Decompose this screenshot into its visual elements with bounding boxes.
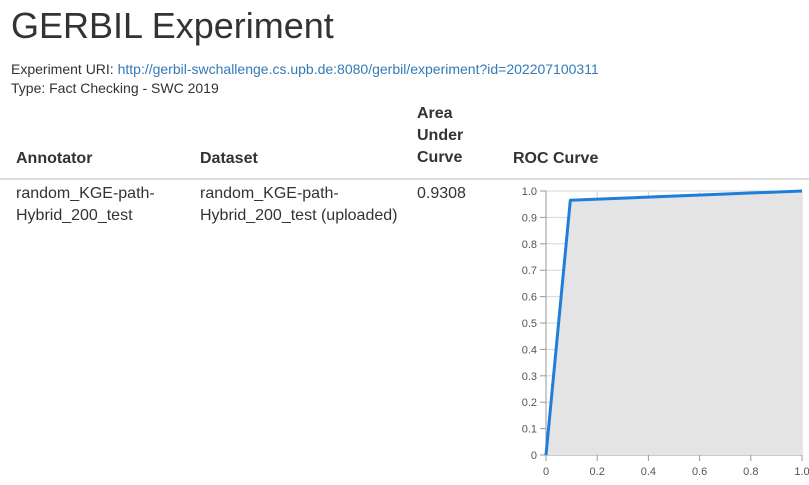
- header-auc-line-2: Under: [417, 127, 464, 144]
- roc-line: [544, 189, 803, 456]
- y-tick-label: 0.2: [522, 397, 537, 409]
- header-roc-curve: ROC Curve: [513, 150, 599, 167]
- y-tick-label: 0.5: [522, 318, 537, 330]
- x-tick-label: 0.8: [743, 466, 758, 478]
- x-tick-label: 0.2: [590, 466, 605, 478]
- table-header-divider: [0, 178, 809, 180]
- y-tick-label: 0.6: [522, 292, 537, 304]
- y-tick-label: 0.9: [522, 212, 537, 224]
- x-tick-label: 0.6: [692, 466, 707, 478]
- cell-dataset-line-1: random_KGE-path-: [200, 185, 339, 202]
- cell-dataset: random_KGE-path- Hybrid_200_test (upload…: [200, 183, 397, 227]
- roc-x-axis: 0 0.2 0.4 0.6 0.8 1.0: [543, 455, 809, 478]
- page-title: GERBIL Experiment: [11, 5, 334, 46]
- y-tick-label: 1.0: [522, 186, 537, 198]
- y-tick-label: 0.4: [522, 344, 537, 356]
- experiment-type: Type: Fact Checking - SWC 2019: [11, 80, 219, 96]
- cell-annotator-line-2: Hybrid_200_test: [16, 207, 133, 224]
- y-tick-label: 0.1: [522, 424, 537, 436]
- roc-y-axis: 0 0.1 0.2 0.3 0.4 0.5 0.6 0.7 0.8 0.9 1.0: [522, 186, 546, 462]
- experiment-uri-line: Experiment URI: http://gerbil-swchalleng…: [11, 60, 599, 78]
- x-tick-label: 0: [543, 466, 549, 478]
- y-tick-label: 0: [531, 450, 537, 462]
- experiment-uri-link[interactable]: http://gerbil-swchallenge.cs.upb.de:8080…: [117, 61, 599, 77]
- roc-chart: 00.10.20.30.40.50.60.70.80.91.0 0 0.2 0.4 0…: [522, 186, 809, 478]
- y-tick-label: 0.8: [522, 239, 537, 251]
- y-tick-label: 0.3: [522, 371, 537, 383]
- header-auc-line-1: Area: [417, 105, 453, 122]
- y-tick-label: 0.7: [522, 265, 537, 277]
- x-tick-label: 1.0: [794, 466, 809, 478]
- experiment-uri-label: Experiment URI:: [11, 61, 114, 77]
- x-tick-label: 0.4: [641, 466, 656, 478]
- cell-auc: 0.9308: [417, 185, 466, 202]
- cell-dataset-line-2: Hybrid_200_test (uploaded): [200, 207, 398, 224]
- cell-annotator: random_KGE-path- Hybrid_200_test: [16, 183, 155, 227]
- header-annotator: Annotator: [16, 150, 93, 167]
- header-auc-line-3: Curve: [417, 149, 463, 166]
- header-auc: Area Under Curve: [417, 103, 463, 169]
- cell-annotator-line-1: random_KGE-path-: [16, 185, 155, 202]
- roc-area: [546, 191, 802, 455]
- header-dataset: Dataset: [200, 150, 258, 167]
